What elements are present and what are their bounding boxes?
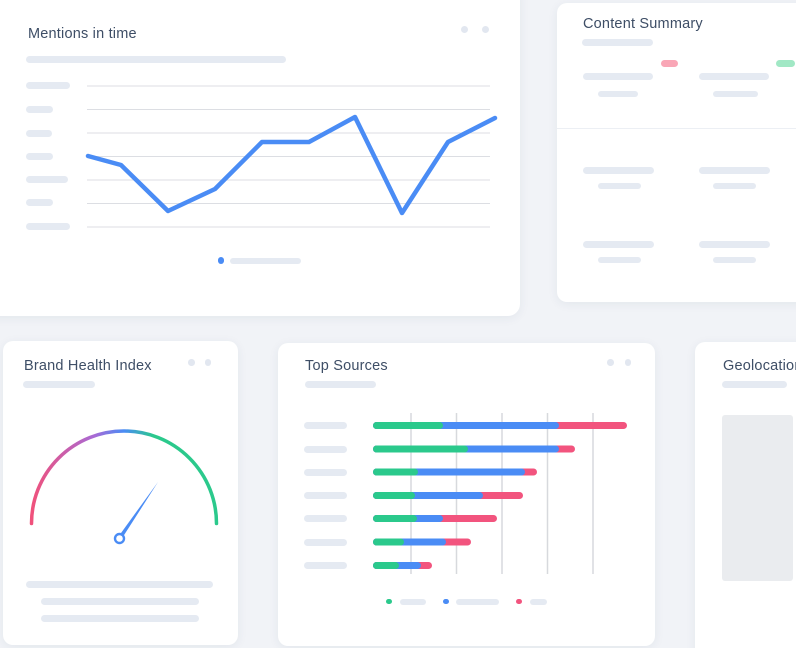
menu-dot-icon [188,359,195,366]
card-brand-health-index: Brand Health Index [3,341,238,645]
card-menu-icon[interactable] [461,26,489,33]
menu-dot-icon [482,26,489,33]
card-title-mentions-in-time: Mentions in time [28,26,137,42]
card-mentions-in-time: Mentions in time [0,0,520,316]
card-title-content-summary: Content Summary [583,16,703,32]
menu-dot-icon [204,359,211,366]
card-title-top-sources: Top Sources [305,358,388,374]
menu-dot-icon [461,26,468,33]
menu-dot-icon [607,359,614,366]
menu-dot-icon [624,359,631,366]
card-geolocation: Geolocation [695,342,796,648]
card-top-sources: Top Sources [278,343,655,646]
card-content-summary: Content Summary [557,3,796,302]
card-title-brand-health-index: Brand Health Index [24,358,152,374]
card-menu-icon[interactable] [188,359,211,366]
card-title-geolocation: Geolocation [723,358,796,374]
card-menu-icon[interactable] [607,359,631,366]
